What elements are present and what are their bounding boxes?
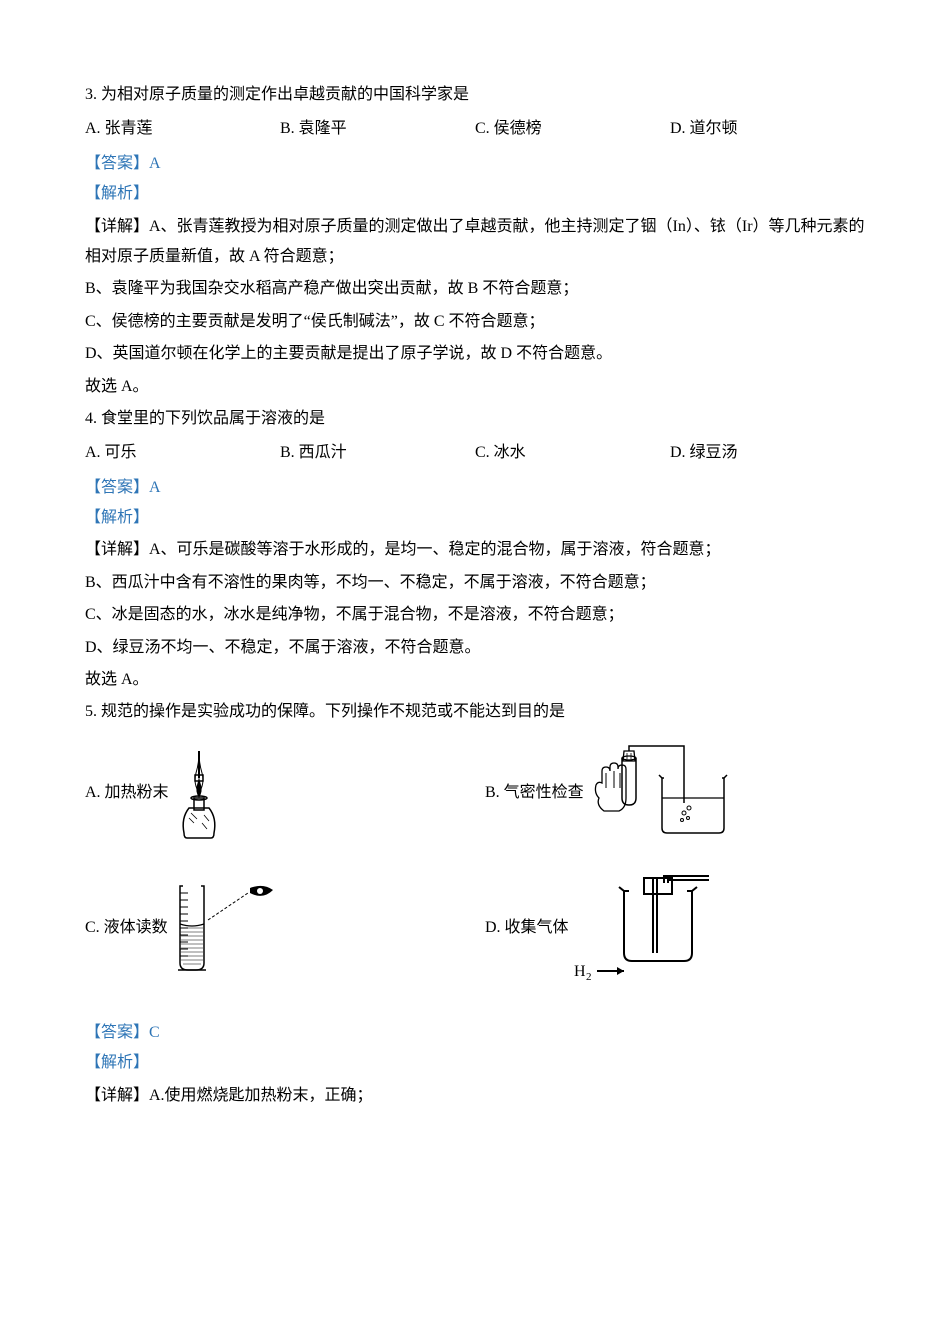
q5-explain-line: 【详解】A.使用燃烧匙加热粉末，正确；: [85, 1081, 865, 1111]
q5-option-c-label: C. 液体读数: [85, 913, 168, 943]
question-5: 5. 规范的操作是实验成功的保障。下列操作不规范或不能达到目的是 A. 加热粉末: [85, 697, 865, 1111]
question-3: 3. 为相对原子质量的测定作出卓越贡献的中国科学家是 A. 张青莲 B. 袁隆平…: [85, 80, 865, 402]
q4-explain-line: D、绿豆汤不均一、不稳定，不属于溶液，不符合题意。: [85, 633, 865, 663]
airtight-check-icon: [584, 743, 744, 843]
q3-option-a: A. 张青莲: [85, 114, 280, 144]
heating-powder-icon: [169, 743, 229, 843]
svg-text:H: H: [574, 963, 586, 980]
q5-option-d-label: D. 收集气体: [485, 913, 569, 943]
q5-option-b-label: B. 气密性检查: [485, 778, 584, 808]
q3-explain-line: D、英国道尔顿在化学上的主要贡献是提出了原子学说，故 D 不符合题意。: [85, 339, 865, 369]
q4-stem: 4. 食堂里的下列饮品属于溶液的是: [85, 404, 865, 434]
q5-figure-row-1: A. 加热粉末 B. 气密性检查: [85, 743, 865, 843]
q5-option-d-cell: D. 收集气体 H 2: [485, 873, 865, 983]
q3-explain-line: 【详解】A、张青莲教授为相对原子质量的测定做出了卓越贡献，他主持测定了铟（In）…: [85, 212, 865, 273]
q5-option-c-cell: C. 液体读数: [85, 873, 485, 983]
q4-explain-line: C、冰是固态的水，冰水是纯净物，不属于混合物，不是溶液，不符合题意；: [85, 600, 865, 630]
q3-explain-line: B、袁隆平为我国杂交水稻高产稳产做出突出贡献，故 B 不符合题意；: [85, 274, 865, 304]
gas-collection-icon: H 2: [569, 873, 719, 983]
q5-option-a-cell: A. 加热粉末: [85, 743, 485, 843]
q5-explain-label: 【解析】: [85, 1048, 865, 1078]
q5-stem: 5. 规范的操作是实验成功的保障。下列操作不规范或不能达到目的是: [85, 697, 865, 727]
liquid-reading-icon: [168, 878, 278, 978]
svg-text:2: 2: [586, 971, 592, 983]
q3-stem: 3. 为相对原子质量的测定作出卓越贡献的中国科学家是: [85, 80, 865, 110]
q4-explain-line: 【详解】A、可乐是碳酸等溶于水形成的，是均一、稳定的混合物，属于溶液，符合题意；: [85, 535, 865, 565]
q5-option-b-cell: B. 气密性检查: [485, 743, 865, 843]
q4-options: A. 可乐 B. 西瓜汁 C. 冰水 D. 绿豆汤: [85, 438, 865, 468]
q4-explain-line: 故选 A。: [85, 665, 865, 695]
q3-option-b: B. 袁隆平: [280, 114, 475, 144]
question-4: 4. 食堂里的下列饮品属于溶液的是 A. 可乐 B. 西瓜汁 C. 冰水 D. …: [85, 404, 865, 696]
q4-option-b: B. 西瓜汁: [280, 438, 475, 468]
q4-answer: 【答案】A: [85, 473, 865, 503]
q5-answer: 【答案】C: [85, 1018, 865, 1048]
q3-answer: 【答案】A: [85, 149, 865, 179]
q4-option-a: A. 可乐: [85, 438, 280, 468]
q3-explain-line: C、侯德榜的主要贡献是发明了“侯氏制碱法”，故 C 不符合题意；: [85, 307, 865, 337]
q4-explain-line: B、西瓜汁中含有不溶性的果肉等，不均一、不稳定，不属于溶液，不符合题意；: [85, 568, 865, 598]
q4-option-c: C. 冰水: [475, 438, 670, 468]
q3-explain-line: 故选 A。: [85, 372, 865, 402]
q5-option-a-label: A. 加热粉末: [85, 778, 169, 808]
q3-options: A. 张青莲 B. 袁隆平 C. 侯德榜 D. 道尔顿: [85, 114, 865, 144]
q3-option-d: D. 道尔顿: [670, 114, 865, 144]
q3-explain-label: 【解析】: [85, 179, 865, 209]
q4-option-d: D. 绿豆汤: [670, 438, 865, 468]
q4-explain-label: 【解析】: [85, 503, 865, 533]
q3-option-c: C. 侯德榜: [475, 114, 670, 144]
q5-figure-row-2: C. 液体读数: [85, 873, 865, 983]
